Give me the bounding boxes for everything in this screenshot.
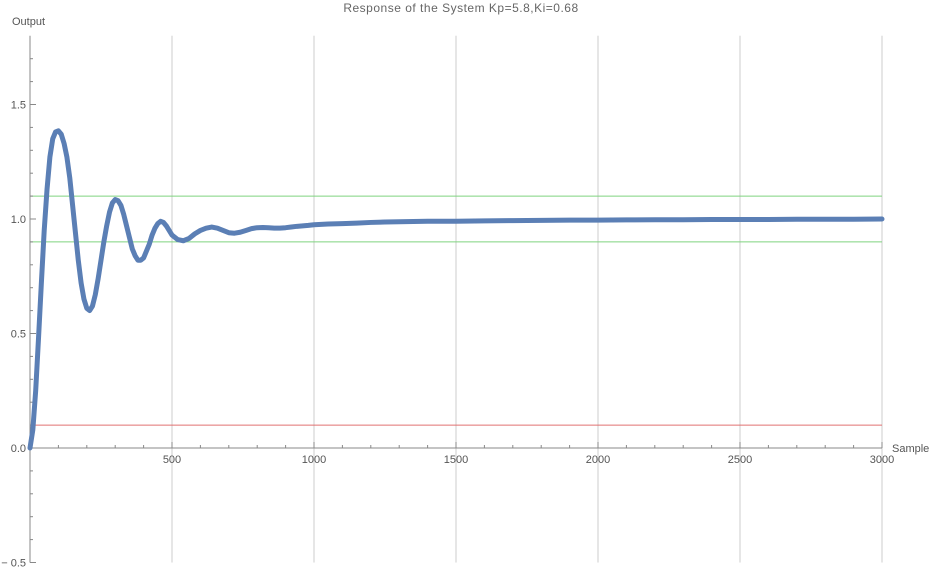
y-axis-ticks: − 0.5 0.0 0.5 1.0 1.5 xyxy=(1,58,36,569)
x-tick-label-3000: 3000 xyxy=(870,454,894,466)
x-axis-label: Sample xyxy=(892,443,929,455)
x-axis-ticks: 500 1000 1500 2000 2500 3000 xyxy=(57,442,894,466)
x-tick-label-1500: 1500 xyxy=(444,454,468,466)
reference-lines xyxy=(30,195,882,426)
x-tick-label-2500: 2500 xyxy=(728,454,752,466)
x-tick-label-500: 500 xyxy=(163,454,181,466)
chart-title: Response of the System Kp=5.8,Ki=0.68 xyxy=(343,1,578,15)
series-line-0 xyxy=(27,128,885,451)
series-group xyxy=(27,128,885,451)
y-tick-label-0: − 0.5 xyxy=(1,558,26,569)
x-tick-label-1000: 1000 xyxy=(302,454,326,466)
y-tick-label-2: 0.5 xyxy=(11,329,26,341)
vertical-gridlines xyxy=(171,35,883,563)
y-tick-label-1: 0.0 xyxy=(11,443,26,455)
y-axis-label: Output xyxy=(12,16,45,28)
y-tick-label-4: 1.5 xyxy=(11,100,26,112)
y-tick-label-3: 1.0 xyxy=(11,214,26,226)
x-tick-label-2000: 2000 xyxy=(586,454,610,466)
